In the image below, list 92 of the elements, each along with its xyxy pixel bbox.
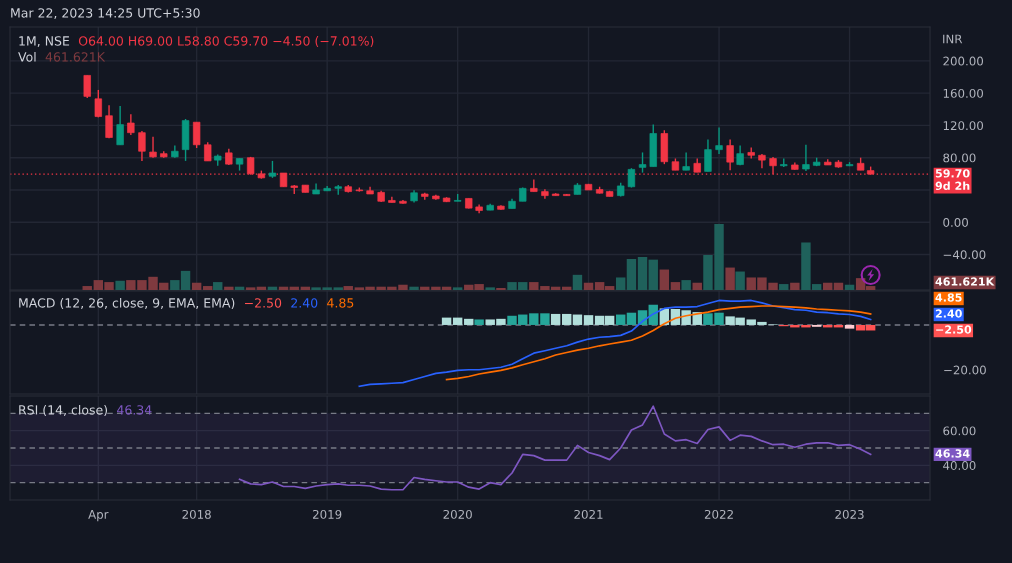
chart-title: MACD (12, 26, close, 9, EMA, EMA) (19, 297, 235, 310)
y-tick-label: 80.00 (943, 153, 976, 163)
y-tick-label: 120.00 (943, 121, 984, 131)
bar (735, 271, 745, 290)
bar (779, 284, 789, 290)
y-axis-title: INR (943, 34, 963, 44)
bar (191, 282, 202, 290)
candlestick (802, 144, 810, 172)
bar (844, 284, 855, 290)
candlestick (715, 126, 723, 155)
bar (409, 286, 419, 290)
bar (550, 313, 561, 325)
bar (464, 318, 474, 325)
text: −2.50 (936, 325, 972, 334)
bar (82, 286, 92, 290)
y-tick-label: 0.00 (943, 217, 968, 227)
bar (637, 257, 648, 290)
candlestick (204, 141, 212, 162)
bar (616, 314, 626, 325)
bar (583, 282, 594, 290)
candlestick (682, 151, 690, 171)
y-tick-label: 200.00 (943, 56, 984, 66)
candlestick (94, 89, 102, 119)
annotation: 2.40 (291, 298, 318, 308)
x-tick-label: 2020 (443, 509, 472, 519)
text: Mar 22, 2023 14:25 UTC+5:30 (11, 8, 200, 19)
bar (224, 286, 234, 290)
candlestick (192, 121, 201, 149)
x-tick-label: 2022 (704, 509, 733, 519)
bar (692, 282, 702, 290)
candlestick (127, 113, 135, 136)
candlestick (116, 105, 124, 146)
candlestick (627, 167, 636, 189)
annotation: 4.85 (327, 298, 354, 308)
line-series (238, 405, 872, 491)
bar (626, 258, 637, 290)
bar (823, 282, 833, 290)
bar (333, 287, 343, 290)
candlestick (726, 138, 734, 171)
candlestick (149, 136, 157, 159)
bar (572, 274, 583, 290)
bar (441, 317, 452, 325)
candlestick (83, 74, 91, 99)
bar (343, 286, 353, 290)
text: RSI (14, close) (19, 404, 108, 417)
candlestick (138, 130, 146, 162)
bar (572, 314, 583, 325)
candlestick (704, 138, 712, 173)
annotation: 46.34 (117, 405, 152, 415)
chart-title: Vol (18, 51, 36, 62)
bar (474, 319, 484, 325)
bar (562, 313, 572, 325)
x-tick-label: Apr (88, 510, 109, 522)
x-tick-label: 2023 (835, 509, 864, 519)
x-tick-label: 2019 (313, 509, 342, 519)
text: −20.00 (944, 365, 986, 375)
bar (452, 287, 463, 290)
text: 2.40 (935, 309, 962, 318)
bar (725, 267, 735, 290)
y-tick-label: −40.00 (943, 250, 986, 260)
bar (213, 282, 223, 290)
bar (790, 282, 800, 290)
bar (648, 259, 658, 290)
text: 1M, NSE (19, 36, 70, 47)
text: 4.85 (935, 293, 962, 302)
y-tick-label: 40.00 (943, 461, 976, 470)
bar (681, 280, 691, 290)
x-tick-label: 2021 (574, 509, 603, 519)
bar (115, 280, 125, 290)
bar (245, 287, 256, 290)
bar (485, 287, 495, 290)
bar (833, 282, 844, 290)
x-tick-label: 2018 (182, 509, 211, 519)
annotation: −2.50 (245, 298, 282, 308)
bar (616, 277, 626, 290)
bar (670, 282, 681, 290)
ref-line-label: 59.70 9d 2h (935, 169, 970, 191)
text: O64.00 H69.00 L58.80 C59.70 −4.50 (−7.01%) (78, 35, 374, 48)
candlestick (105, 104, 113, 140)
bar (203, 286, 213, 290)
bar (583, 315, 594, 325)
y-tick-label: 160.00 (943, 88, 984, 98)
bar (659, 269, 670, 290)
y-tick-label: 60.00 (943, 426, 976, 436)
candlestick (638, 151, 647, 174)
bar (844, 324, 855, 329)
text: 461.621K (935, 277, 995, 286)
text: 461.621K (45, 52, 106, 62)
bar (626, 312, 637, 325)
bar (452, 317, 463, 325)
candlestick (530, 178, 538, 193)
text: 46.34 (935, 449, 970, 458)
